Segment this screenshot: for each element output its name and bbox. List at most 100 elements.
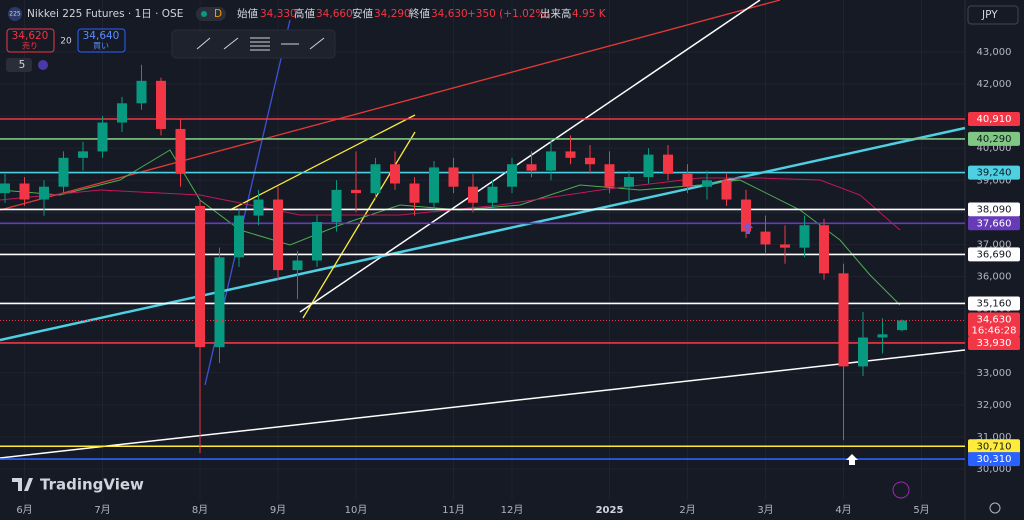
candle-body [897, 320, 907, 331]
x-tick-label: 10月 [345, 504, 368, 516]
indicator-icon[interactable] [38, 60, 48, 70]
trend-line [299, 0, 761, 313]
level-label-box [968, 296, 1020, 311]
sell-price: 34,620 [12, 30, 49, 42]
trend-line [0, 126, 966, 342]
currency: JPY [981, 9, 998, 21]
x-tick-label: 2月 [679, 504, 695, 516]
high-value: 34,660 [316, 8, 353, 20]
brand-logo [12, 478, 33, 491]
open-label: 始値 [237, 7, 258, 20]
buy-label: 買い [93, 42, 109, 51]
level-label-box [968, 216, 1020, 231]
x-tick-label: 9月 [270, 504, 286, 516]
indicator-count: 5 [19, 59, 26, 71]
candle-body [624, 177, 634, 187]
markers [743, 222, 858, 465]
tool[interactable] [250, 37, 270, 51]
level-label-box [968, 452, 1020, 467]
candle-body [741, 199, 751, 232]
candle-body [331, 189, 342, 222]
symbol: Nikkei 225 Futures · 1日 · OSE [27, 8, 183, 20]
tool[interactable] [223, 37, 239, 50]
close-label: 終値 [409, 7, 430, 20]
buy-button[interactable] [77, 28, 126, 53]
sell-button[interactable] [6, 28, 55, 53]
candle-body [546, 151, 556, 171]
currency-button[interactable] [967, 5, 1019, 25]
toolbar-icons [196, 37, 325, 51]
x-tick-label: 7月 [94, 504, 110, 516]
candle-body [526, 164, 537, 171]
candle-body [448, 167, 459, 187]
level-label: 33,930 [977, 338, 1012, 349]
level-label-box [968, 131, 1020, 146]
candle-body [585, 157, 595, 165]
candle-body [390, 164, 400, 184]
x-tick-label: 5月 [913, 504, 929, 516]
tool[interactable] [309, 37, 325, 50]
last-price-label: 34,630 [977, 314, 1012, 325]
candle-body [312, 221, 322, 261]
low-label: 安値 [352, 7, 373, 20]
level-label-box [968, 112, 1020, 127]
plot: 40,910 40,290 39,240 38,090 37,660 36,690 35,1… [0, 64, 1020, 467]
candle-body [292, 260, 303, 271]
candle-body [58, 157, 69, 187]
x-tick-label: 8月 [192, 504, 208, 516]
candle-body [507, 164, 517, 187]
settings-icon[interactable] [989, 502, 1001, 514]
x-tick-label: 12月 [501, 504, 524, 516]
level-label-box [968, 247, 1020, 262]
high-label: 高値 [294, 7, 315, 20]
candle-body [39, 186, 49, 200]
level-label: 36,690 [977, 249, 1012, 260]
candle-body [682, 173, 693, 187]
level-label: 40,910 [977, 114, 1012, 125]
level-label-box [968, 335, 1020, 350]
news-icon[interactable] [892, 481, 910, 499]
candle-body [858, 337, 868, 367]
candle-body [877, 334, 888, 338]
candle-body [175, 128, 186, 174]
candle-body [663, 154, 673, 174]
candle-body [156, 80, 166, 129]
low-value: 34,290 [374, 8, 411, 20]
level-label: 38,090 [977, 204, 1012, 215]
candle-body [19, 183, 30, 200]
candle-body [838, 273, 849, 367]
x-tick-label: 11月 [442, 504, 465, 516]
candle-body [136, 80, 147, 104]
y-tick-label: 42,000 [977, 79, 1012, 90]
candle-body [97, 122, 108, 152]
logo-text: 225 [9, 11, 21, 18]
toolbar [171, 29, 336, 59]
level-label: 40,290 [977, 134, 1012, 145]
close-value: 34,630 [431, 8, 468, 20]
y-tick-label: 33,000 [977, 368, 1012, 379]
status-dot [201, 11, 207, 17]
last-price-box [968, 312, 1020, 337]
tool[interactable] [196, 37, 211, 50]
candle-body [234, 215, 244, 258]
y-tick-label: 43,000 [977, 47, 1012, 58]
arrow-marker [743, 222, 753, 234]
badge[interactable] [196, 7, 226, 21]
indicator-toggle[interactable] [6, 58, 32, 72]
y-tick-label: 36,000 [977, 272, 1012, 283]
volume-value: 4.95 K [572, 8, 607, 20]
change: +350 (+1.02%) [467, 8, 550, 20]
y-tick-label: 31,000 [977, 432, 1012, 443]
channel-line [302, 131, 416, 319]
trend-line [0, 0, 781, 211]
candle-body [117, 103, 127, 123]
candle-body [214, 257, 225, 348]
candle-body [565, 151, 576, 158]
y-tick-label: 32,000 [977, 400, 1012, 411]
candle-body [799, 225, 810, 248]
sell-label: 売り [22, 41, 38, 51]
x-tick-label: 6月 [16, 504, 32, 516]
logo [8, 7, 22, 21]
